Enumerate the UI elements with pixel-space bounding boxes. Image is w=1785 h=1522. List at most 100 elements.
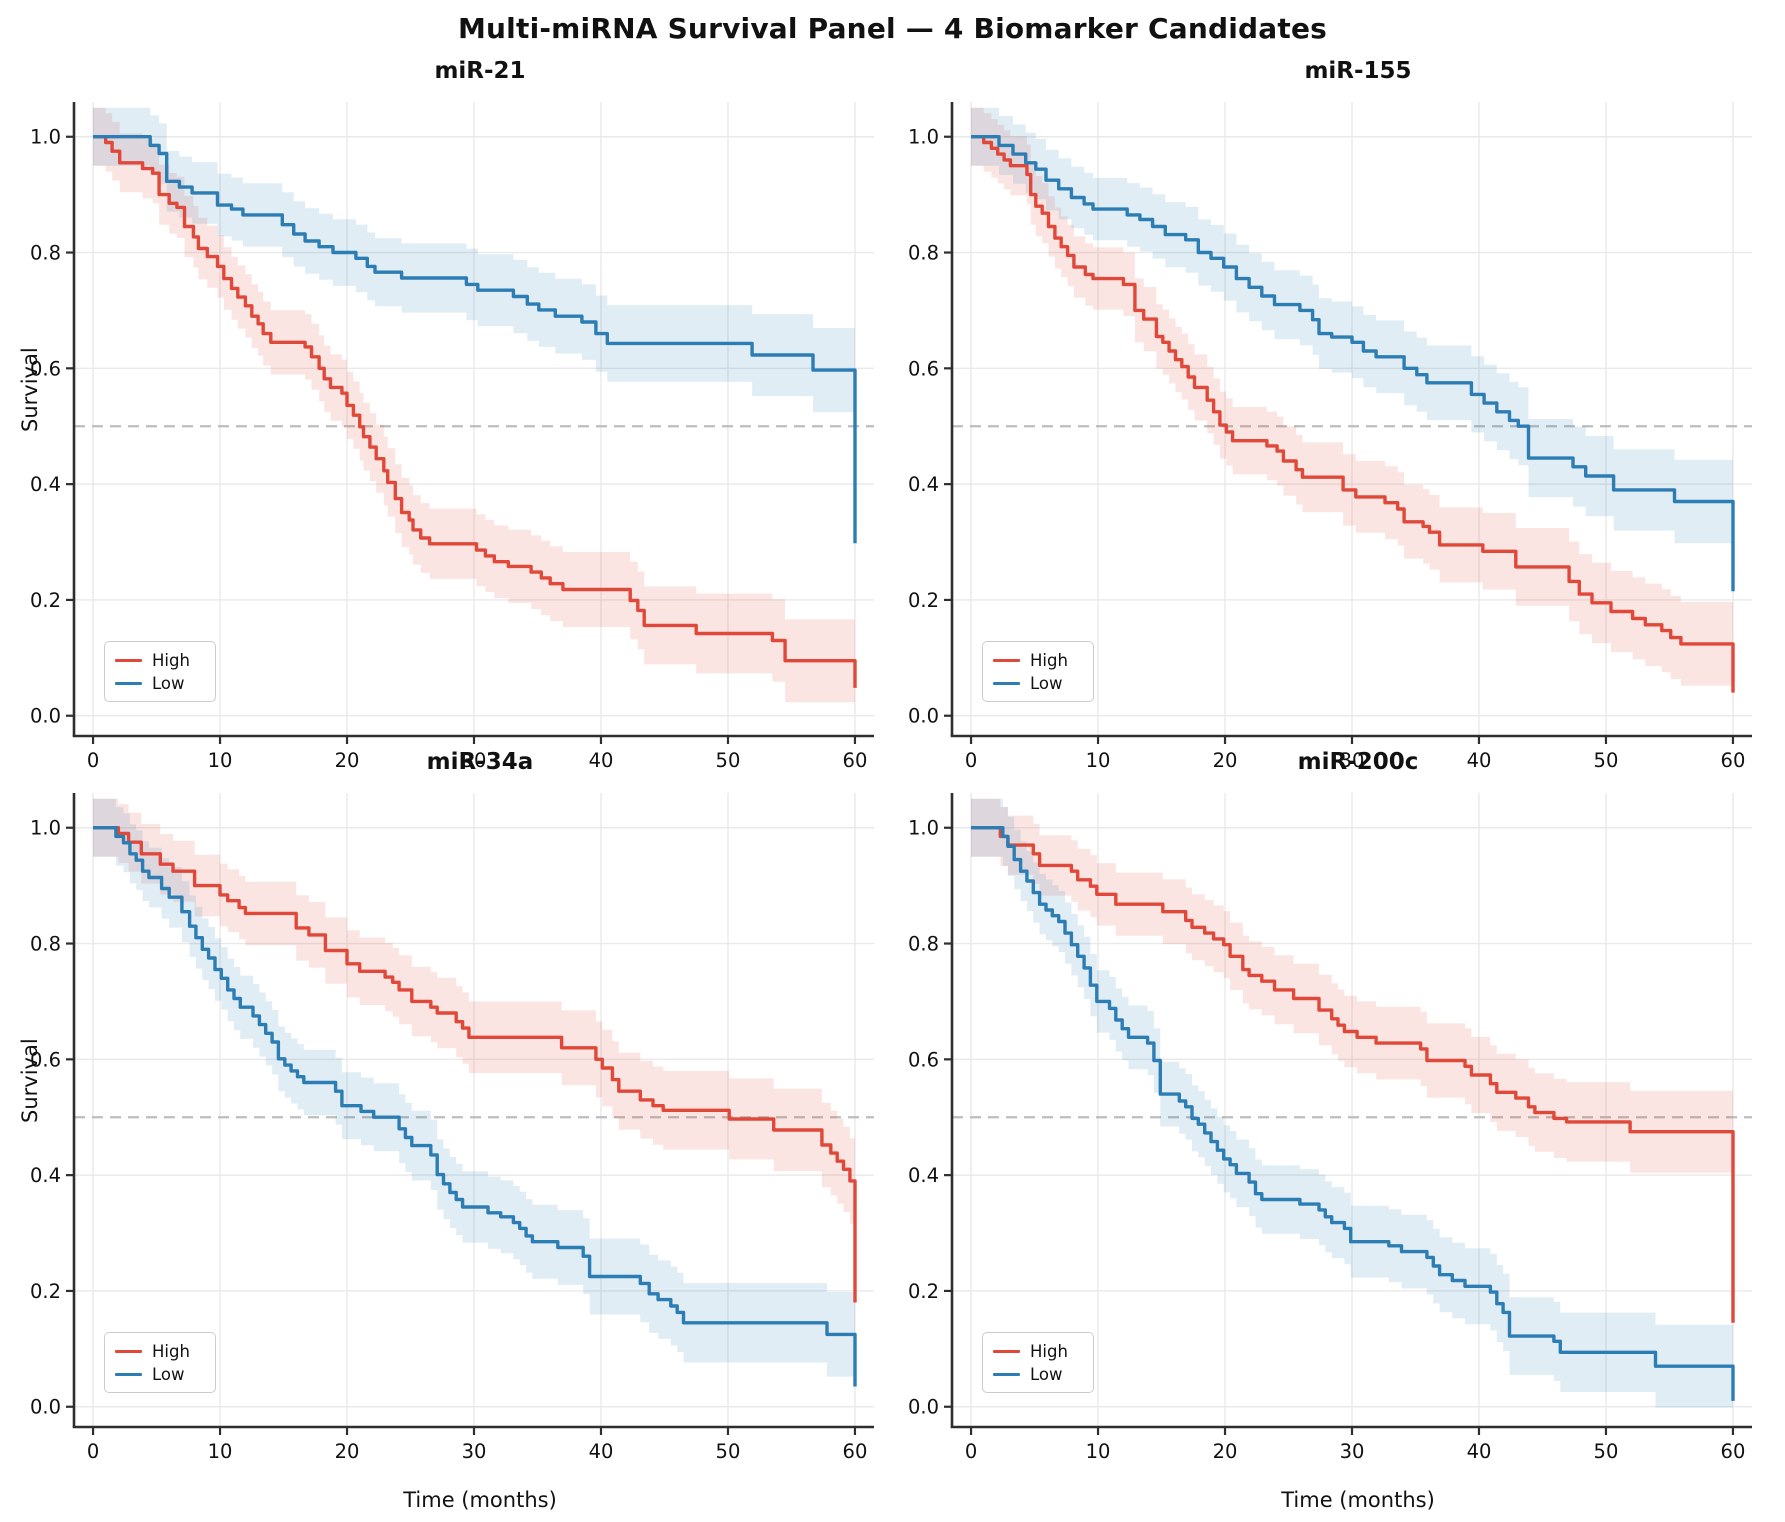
legend-item-low: Low bbox=[115, 672, 205, 695]
legend-box: High Low bbox=[104, 641, 216, 702]
y-tick-label: 0.4 bbox=[908, 1164, 939, 1187]
x-tick-label: 60 bbox=[1721, 749, 1746, 772]
x-axis-label: Time (months) bbox=[403, 1488, 557, 1512]
panel-mir-34a: miR-34a Survival 0 10 20 30 40 50 60 0.0 0.2 0.4 0… bbox=[8, 747, 886, 1517]
legend-label: High bbox=[152, 1342, 190, 1361]
y-tick-label: 0.2 bbox=[30, 1280, 61, 1303]
panel-mir-200c: miR-200c 0 10 20 30 40 50 60 0.0 0.2 0.4 0.6 0.8 1.0… bbox=[886, 747, 1764, 1517]
legend-label: High bbox=[1030, 651, 1068, 670]
plot-area: 0 10 20 30 40 50 60 0.0 0.2 0.4 0.6 0.8 1.0 High Low bbox=[886, 781, 1764, 1487]
x-tick-label: 10 bbox=[208, 749, 233, 772]
legend-label: Low bbox=[152, 674, 185, 693]
km-curve-low bbox=[93, 826, 857, 1387]
x-tick-label: 50 bbox=[1594, 1440, 1619, 1463]
legend-box: High Low bbox=[982, 641, 1094, 702]
figure-title: Multi-miRNA Survival Panel — 4 Biomarker… bbox=[457, 12, 1327, 45]
km-curve-low bbox=[971, 826, 1735, 1401]
y-tick-label: 0.6 bbox=[908, 1048, 939, 1071]
low-line-swatch bbox=[993, 681, 1020, 686]
y-tick-label: 0.2 bbox=[908, 589, 939, 612]
legend-item-high: High bbox=[993, 1340, 1083, 1363]
panel-mir-21: miR-21 Survival 0 10 20 30 40 50 60 0.0 0.2 0.4 0.… bbox=[8, 56, 886, 796]
y-tick-label: 0.6 bbox=[30, 357, 61, 380]
x-tick-label: 10 bbox=[1086, 1440, 1111, 1463]
km-curve-high bbox=[971, 826, 1735, 1323]
x-tick-label: 20 bbox=[1213, 749, 1238, 772]
x-tick-label: 10 bbox=[208, 1440, 233, 1463]
x-tick-label: 60 bbox=[1721, 1440, 1746, 1463]
y-tick-label: 0.8 bbox=[908, 242, 939, 265]
y-tick-label: 0.6 bbox=[908, 357, 939, 380]
ci-band-high bbox=[93, 107, 855, 731]
y-axis-label: Survival bbox=[18, 347, 42, 432]
plot-area: 0 10 20 30 40 50 60 0.0 0.2 0.4 0.6 0.8 1.0 High Low bbox=[886, 90, 1764, 796]
ci-band-high bbox=[971, 798, 1733, 1366]
plot-area: Survival 0 10 20 30 40 50 60 0.0 0.2 0.4 0.6 0.8 1.0… bbox=[8, 90, 886, 796]
y-tick-label: 1.0 bbox=[908, 126, 939, 149]
x-tick-label: 10 bbox=[1086, 749, 1111, 772]
x-tick-label: 50 bbox=[1594, 749, 1619, 772]
y-axis-label: Survival bbox=[18, 1038, 42, 1123]
y-tick-label: 0.2 bbox=[908, 1280, 939, 1303]
legend-label: Low bbox=[1030, 1365, 1063, 1384]
y-tick-label: 0.8 bbox=[30, 242, 61, 265]
ci-band-low bbox=[971, 107, 1733, 635]
y-tick-label: 1.0 bbox=[30, 126, 61, 149]
y-tick-label: 0.8 bbox=[30, 933, 61, 956]
axis-ticks: 0 10 20 30 40 50 60 0.0 0.2 0.4 0.6 0.8 1.0 bbox=[908, 817, 1745, 1463]
x-tick-label: 20 bbox=[335, 1440, 360, 1463]
km-curve-low bbox=[93, 135, 857, 544]
y-tick-label: 0.0 bbox=[30, 1396, 61, 1419]
panel-mir-155: miR-155 0 10 20 30 40 50 60 0.0 0.2 0.4 0.6 0.8 1.0 … bbox=[886, 56, 1764, 796]
ci-band-high bbox=[971, 107, 1733, 736]
x-tick-label: 30 bbox=[1340, 749, 1365, 772]
y-tick-label: 0.0 bbox=[908, 705, 939, 728]
legend-item-low: Low bbox=[993, 1363, 1083, 1386]
legend-label: Low bbox=[1030, 674, 1063, 693]
high-line-swatch bbox=[115, 1349, 142, 1354]
axis-ticks: 0 10 20 30 40 50 60 0.0 0.2 0.4 0.6 0.8 1.0 bbox=[30, 817, 867, 1463]
x-tick-label: 40 bbox=[1467, 1440, 1492, 1463]
legend-item-high: High bbox=[993, 649, 1083, 672]
x-tick-label: 60 bbox=[843, 749, 868, 772]
y-tick-label: 0.4 bbox=[908, 473, 939, 496]
x-tick-label: 0 bbox=[965, 749, 977, 772]
legend-label: High bbox=[152, 651, 190, 670]
y-tick-label: 0.2 bbox=[30, 589, 61, 612]
x-tick-label: 20 bbox=[335, 749, 360, 772]
axis-ticks: 0 10 20 30 40 50 60 0.0 0.2 0.4 0.6 0.8 1.0 bbox=[908, 126, 1745, 772]
x-tick-label: 50 bbox=[716, 1440, 741, 1463]
km-plot-svg: 0 10 20 30 40 50 60 0.0 0.2 0.4 0.6 0.8 1.0 bbox=[908, 102, 1752, 772]
legend-label: High bbox=[1030, 1342, 1068, 1361]
y-tick-label: 0.4 bbox=[30, 473, 61, 496]
y-tick-label: 0.0 bbox=[30, 705, 61, 728]
grid-lines bbox=[952, 102, 1752, 736]
km-plot-svg: 0 10 20 30 40 50 60 0.0 0.2 0.4 0.6 0.8 1.0 bbox=[30, 793, 874, 1463]
x-tick-label: 30 bbox=[1340, 1440, 1365, 1463]
y-tick-label: 0.8 bbox=[908, 933, 939, 956]
legend-item-low: Low bbox=[993, 672, 1083, 695]
axis-ticks: 0 10 20 30 40 50 60 0.0 0.2 0.4 0.6 0.8 1.0 bbox=[30, 126, 867, 772]
low-line-swatch bbox=[993, 1372, 1020, 1377]
ci-band-low bbox=[93, 107, 855, 587]
x-tick-label: 0 bbox=[965, 1440, 977, 1463]
y-tick-label: 0.6 bbox=[30, 1048, 61, 1071]
low-line-swatch bbox=[115, 681, 142, 686]
grid-lines bbox=[952, 793, 1752, 1427]
legend-item-high: High bbox=[115, 1340, 205, 1363]
legend-item-high: High bbox=[115, 649, 205, 672]
y-tick-label: 1.0 bbox=[908, 817, 939, 840]
km-curve-high bbox=[93, 135, 857, 688]
low-line-swatch bbox=[115, 1372, 142, 1377]
ci-band-low bbox=[93, 798, 855, 1427]
x-tick-label: 40 bbox=[589, 1440, 614, 1463]
x-tick-label: 30 bbox=[462, 1440, 487, 1463]
x-tick-label: 0 bbox=[87, 1440, 99, 1463]
x-tick-label: 30 bbox=[462, 749, 487, 772]
y-tick-label: 0.4 bbox=[30, 1164, 61, 1187]
ci-band-high bbox=[93, 798, 855, 1346]
km-plot-svg: 0 10 20 30 40 50 60 0.0 0.2 0.4 0.6 0.8 1.0 bbox=[30, 102, 874, 772]
legend-label: Low bbox=[152, 1365, 185, 1384]
panel-title: miR-200c bbox=[1297, 749, 1419, 775]
x-tick-label: 40 bbox=[1467, 749, 1492, 772]
